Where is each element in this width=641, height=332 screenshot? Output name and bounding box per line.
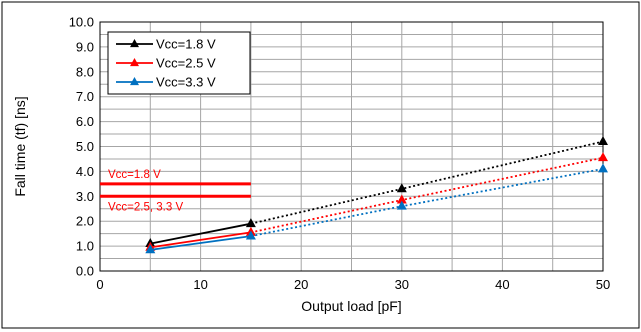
y-tick-label: 9.0 [76, 39, 94, 54]
x-tick-label: 40 [495, 277, 509, 292]
legend-label: Vcc=2.5 V [156, 56, 216, 71]
reference-line-label: Vcc=1.8 V [108, 169, 161, 181]
y-axis-title: Fall time (tf) [ns] [12, 96, 28, 196]
series [145, 135, 608, 254]
reference-lines: Vcc=1.8 V Vcc=2.5, 3.3 V [100, 169, 251, 213]
data-point [598, 152, 608, 162]
y-tick-label: 4.0 [76, 164, 94, 179]
data-point [598, 135, 608, 145]
legend-label: Vcc=1.8 V [156, 37, 216, 52]
y-tick-label: 1.0 [76, 239, 94, 254]
legend-item: Vcc=3.3 V [116, 75, 216, 90]
y-tick-label: 3.0 [76, 189, 94, 204]
series-2 [145, 152, 608, 251]
series-line-measured [150, 222, 252, 245]
y-tick-label: 10.0 [69, 15, 94, 30]
series-line-measured [150, 235, 252, 251]
x-tick-label: 0 [96, 277, 103, 292]
legend-item: Vcc=2.5 V [116, 56, 216, 71]
y-tick-label: 5.0 [76, 139, 94, 154]
y-tick-label: 2.0 [76, 214, 94, 229]
series-3 [145, 163, 608, 254]
x-tick-label: 30 [395, 277, 409, 292]
plot-area [99, 21, 604, 272]
data-point [396, 200, 407, 210]
x-axis-title: Output load [pF] [301, 298, 401, 314]
legend-marker [130, 38, 139, 48]
y-tick-label: 0.0 [76, 264, 94, 279]
legend-marker [130, 76, 139, 86]
series-1 [145, 135, 608, 248]
data-point [145, 244, 156, 254]
x-tick-label: 50 [596, 277, 610, 292]
legend: Vcc=1.8 V Vcc=2.5 V Vcc=3.3 V [107, 31, 251, 95]
reference-line-label: Vcc=2.5, 3.3 V [108, 201, 183, 213]
data-point [396, 183, 407, 193]
data-point [245, 230, 256, 240]
legend-label: Vcc=3.3 V [156, 75, 216, 90]
series-line-measured [150, 231, 252, 249]
legend-item: Vcc=1.8 V [116, 37, 216, 52]
y-axis-ticks: 0.0 1.0 2.0 3.0 4.0 5.0 6.0 7.0 8.0 9.0 10.0 [69, 15, 94, 279]
x-tick-label: 20 [294, 277, 308, 292]
y-tick-label: 6.0 [76, 114, 94, 129]
data-point [245, 218, 256, 228]
y-tick-label: 8.0 [76, 64, 94, 79]
y-tick-label: 7.0 [76, 89, 94, 104]
data-point [396, 194, 407, 204]
x-axis-ticks: 0 10 20 30 40 50 [96, 277, 610, 292]
data-point [598, 163, 608, 173]
x-tick-label: 10 [193, 277, 207, 292]
legend-marker [130, 57, 139, 67]
